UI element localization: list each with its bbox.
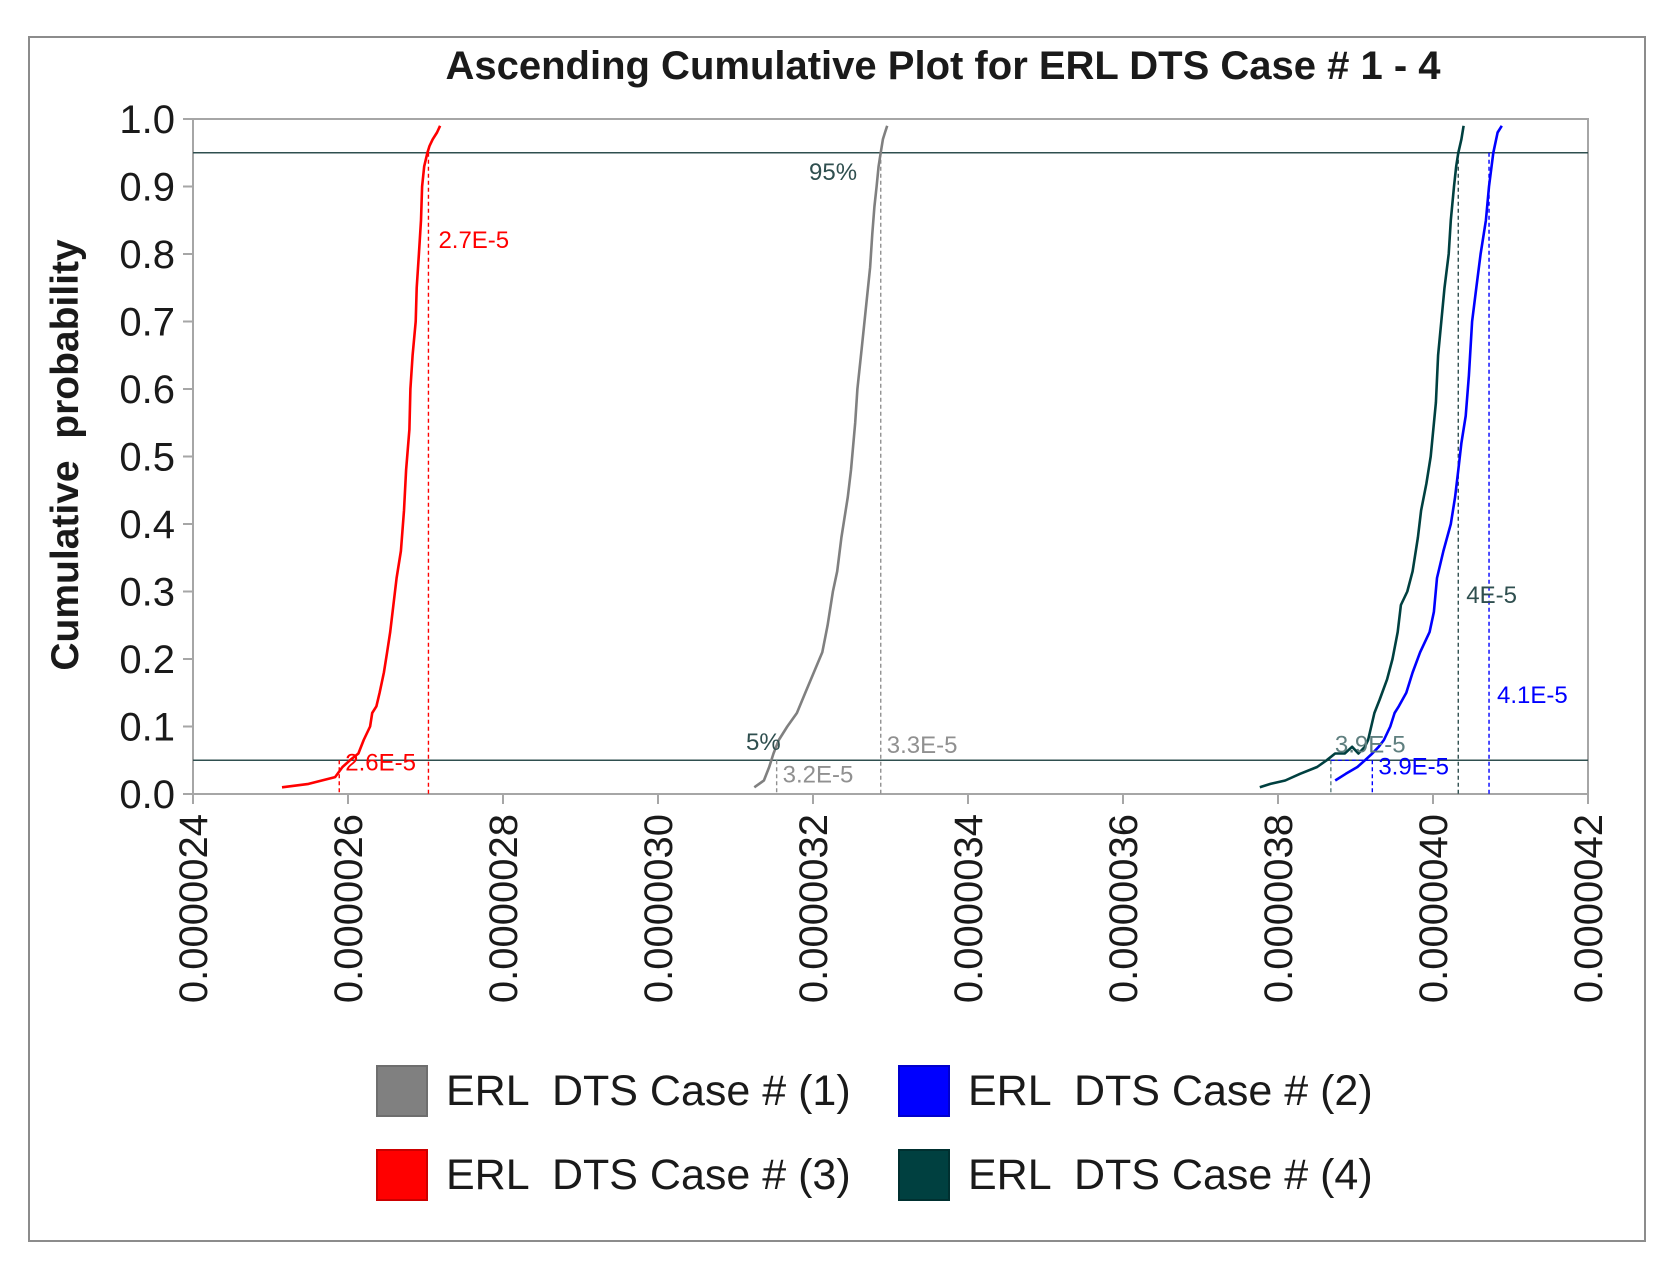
- legend-item-case-2[interactable]: ERL DTS Case # (2): [898, 1064, 1398, 1118]
- legend-swatch-case-3: [376, 1149, 428, 1201]
- y-tick-label: 0.2: [119, 638, 175, 682]
- series-line-case-1: [753, 125, 889, 789]
- legend-item-case-3[interactable]: ERL DTS Case # (3): [376, 1148, 898, 1202]
- series-line-case-3: [281, 125, 442, 789]
- x-tick-label: 0.0000030: [637, 814, 681, 1003]
- percentile-marker-label: 4.1E-5: [1497, 682, 1568, 709]
- y-tick-label: 0.6: [119, 368, 175, 412]
- y-tick-label: 0.8: [119, 233, 175, 277]
- percentile-marker-label: 2.7E-5: [438, 227, 509, 254]
- y-tick-label: 0.4: [119, 503, 175, 547]
- y-axis-label: Cumulative probability: [44, 239, 87, 671]
- legend-swatch-case-4: [898, 1149, 950, 1201]
- x-tick-label: 0.0000034: [947, 814, 991, 1003]
- x-tick-label: 0.0000032: [792, 814, 836, 1003]
- legend-label-case-3: ERL DTS Case # (3): [446, 1150, 851, 1199]
- percentile-marker-label: 2.6E-5: [345, 749, 416, 776]
- legend-label-case-2: ERL DTS Case # (2): [968, 1066, 1373, 1115]
- x-tick-label: 0.0000042: [1567, 814, 1611, 1003]
- y-tick-label: 0.7: [119, 301, 175, 345]
- series-line-case-2: [1334, 125, 1503, 782]
- x-tick-label: 0.0000036: [1102, 814, 1146, 1003]
- legend-item-case-1[interactable]: ERL DTS Case # (1): [376, 1064, 898, 1118]
- percentile-marker-label: 3.2E-5: [783, 761, 854, 788]
- x-tick-label: 0.0000038: [1257, 814, 1301, 1003]
- legend-label-case-4: ERL DTS Case # (4): [968, 1150, 1373, 1199]
- legend-label-case-1: ERL DTS Case # (1): [446, 1066, 851, 1115]
- legend-swatch-case-1: [376, 1065, 428, 1117]
- x-tick-label: 0.0000040: [1412, 814, 1456, 1003]
- x-tick-label: 0.0000024: [172, 814, 216, 1003]
- ref-label-95: 95%: [809, 159, 857, 186]
- percentile-marker-label: 3.9E-5: [1378, 753, 1449, 780]
- y-tick-label: 0.5: [119, 436, 175, 480]
- y-tick-label: 0.9: [119, 166, 175, 210]
- x-tick-label: 0.0000028: [482, 814, 526, 1003]
- percentile-marker-label: 3.9E-5: [1335, 731, 1406, 758]
- legend-swatch-case-2: [898, 1065, 950, 1117]
- ref-label-5: 5%: [746, 729, 781, 756]
- percentile-marker-label: 4E-5: [1466, 582, 1517, 609]
- x-tick-label: 0.0000026: [327, 814, 371, 1003]
- legend-item-case-4[interactable]: ERL DTS Case # (4): [898, 1148, 1398, 1202]
- chart-frame: [28, 36, 1646, 1242]
- series-line-case-4: [1259, 125, 1465, 789]
- percentile-marker-label: 3.3E-5: [887, 732, 958, 759]
- legend: ERL DTS Case # (1) ERL DTS Case # (2) ER…: [376, 1064, 1398, 1202]
- y-tick-label: 0.0: [119, 773, 175, 817]
- chart-title: Ascending Cumulative Plot for ERL DTS Ca…: [445, 44, 1441, 88]
- plot-area: [192, 118, 1589, 795]
- y-tick-label: 0.1: [119, 706, 175, 750]
- y-tick-label: 0.3: [119, 571, 175, 615]
- y-tick-label: 1.0: [119, 98, 175, 142]
